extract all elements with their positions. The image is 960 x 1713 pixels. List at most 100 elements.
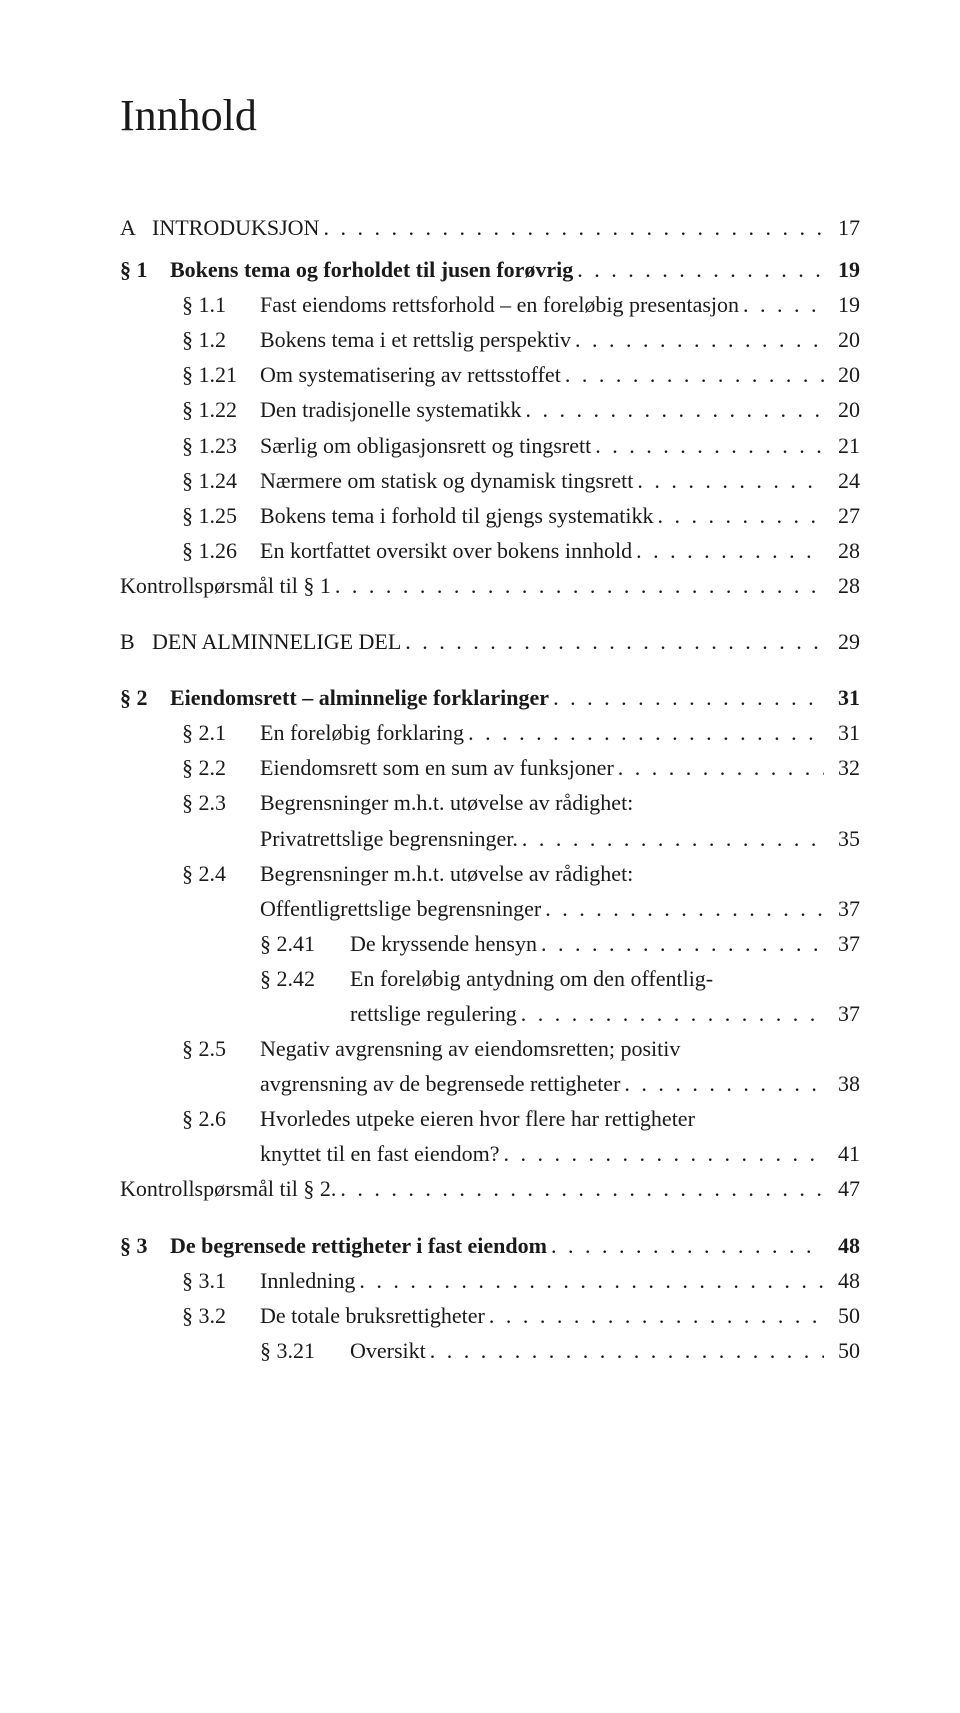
entry-label: Eiendomsrett som en sum av funksjoner <box>260 751 614 785</box>
page-title: Innhold <box>120 90 860 141</box>
entry-label: En foreløbig antydning om den offentlig- <box>350 962 713 996</box>
toc-entry-line2: knyttet til en fast eiendom?. . . . . . … <box>182 1137 860 1171</box>
entry-label: De begrensede rettigheter i fast eiendom <box>170 1229 547 1263</box>
entry-dots: . . . . . . . . . . . . . . . . . . . . … <box>573 253 824 287</box>
entry-page: 35 <box>824 822 860 856</box>
entry-label: Kontrollspørsmål til § 1 <box>120 569 331 603</box>
toc-entry: § 2.6Hvorledes utpeke eieren hvor flere … <box>120 1102 860 1171</box>
toc-entry: § 2.2Eiendomsrett som en sum av funksjon… <box>120 751 860 785</box>
entry-number: § 3.21 <box>260 1334 350 1368</box>
entry-dots: . . . . . . . . . . . . . . . . . . . . … <box>654 499 824 533</box>
toc-entry-line1: § 2.3Begrensninger m.h.t. utøvelse av rå… <box>182 786 860 820</box>
entry-page: 20 <box>824 393 860 427</box>
toc-entry: § 1.21Om systematisering av rettsstoffet… <box>120 358 860 392</box>
entry-dots: . . . . . . . . . . . . . . . . . . . . … <box>485 1299 824 1333</box>
toc-entry-line2: Offentligrettslige begrensninger. . . . … <box>182 892 860 926</box>
entry-number: § 3 <box>120 1229 170 1263</box>
entry-label: Begrensninger m.h.t. utøvelse av rådighe… <box>260 857 633 891</box>
entry-label: En kortfattet oversikt over bokens innho… <box>260 534 632 568</box>
entry-label: De kryssende hensyn <box>350 927 537 961</box>
entry-page: 20 <box>824 358 860 392</box>
toc-entry: Kontrollspørsmål til § 2.. . . . . . . .… <box>120 1172 860 1206</box>
toc-entry: § 3De begrensede rettigheter i fast eien… <box>120 1229 860 1263</box>
entry-number: § 1.2 <box>182 323 260 357</box>
entry-page: 37 <box>824 892 860 926</box>
entry-page: 31 <box>824 681 860 715</box>
toc-entry: § 3.21Oversikt. . . . . . . . . . . . . … <box>120 1334 860 1368</box>
entry-dots: . . . . . . . . . . . . . . . . . . . . … <box>620 1067 824 1101</box>
entry-number: A <box>120 211 152 245</box>
entry-dots: . . . . . . . . . . . . . . . . . . . . … <box>331 569 824 603</box>
entry-label: Bokens tema og forholdet til jusen forøv… <box>170 253 573 287</box>
spacer <box>120 246 860 252</box>
entry-page: 20 <box>824 323 860 357</box>
entry-dots: . . . . . . . . . . . . . . . . . . . . … <box>561 358 824 392</box>
entry-label: Den tradisjonelle systematikk <box>260 393 522 427</box>
entry-number: § 1.26 <box>182 534 260 568</box>
entry-number: § 2.2 <box>182 751 260 785</box>
entry-page: 50 <box>824 1299 860 1333</box>
toc-entry-line1: § 2.6Hvorledes utpeke eieren hvor flere … <box>182 1102 860 1136</box>
entry-label: Begrensninger m.h.t. utøvelse av rådighe… <box>260 786 633 820</box>
entry-dots: . . . . . . . . . . . . . . . . . . . . … <box>500 1137 825 1171</box>
entry-number: § 3.2 <box>182 1299 260 1333</box>
entry-label: Negativ avgrensning av eiendomsretten; p… <box>260 1032 680 1066</box>
toc-entry-line1: § 2.4Begrensninger m.h.t. utøvelse av rå… <box>182 857 860 891</box>
entry-dots: . . . . . . . . . . . . . . . . . . . . … <box>547 1229 824 1263</box>
entry-label: DEN ALMINNELIGE DEL <box>152 625 401 659</box>
entry-number: § 1.24 <box>182 464 260 498</box>
entry-dots: . . . . . . . . . . . . . . . . . . . . … <box>518 822 824 856</box>
entry-dots: . . . . . . . . . . . . . . . . . . . . … <box>633 464 824 498</box>
entry-dots: . . . . . . . . . . . . . . . . . . . . … <box>401 625 824 659</box>
toc-entry: § 2.4Begrensninger m.h.t. utøvelse av rå… <box>120 857 860 926</box>
entry-dots: . . . . . . . . . . . . . . . . . . . . … <box>591 429 824 463</box>
table-of-contents: AINTRODUKSJON . . . . . . . . . . . . . .… <box>120 211 860 1368</box>
entry-number: § 1.25 <box>182 499 260 533</box>
entry-page: 21 <box>824 429 860 463</box>
entry-page: 27 <box>824 499 860 533</box>
entry-page: 48 <box>824 1264 860 1298</box>
entry-number: § 2.4 <box>182 857 260 891</box>
entry-label: Kontrollspørsmål til § 2. <box>120 1172 336 1206</box>
toc-entry: § 1.22Den tradisjonelle systematikk. . .… <box>120 393 860 427</box>
entry-page: 29 <box>824 625 860 659</box>
toc-entry: § 2Eiendomsrett – alminnelige forklaring… <box>120 681 860 715</box>
entry-number: § 2.1 <box>182 716 260 750</box>
page-container: Innhold AINTRODUKSJON . . . . . . . . . .… <box>0 0 960 1713</box>
entry-page: 28 <box>824 534 860 568</box>
entry-dots: . . . . . . . . . . . . . . . . . . . . … <box>632 534 824 568</box>
entry-number: § 2.42 <box>260 962 350 996</box>
entry-label: Eiendomsrett – alminnelige forklaringer <box>170 681 549 715</box>
entry-label: Nærmere om statisk og dynamisk tingsrett <box>260 464 633 498</box>
entry-label: Om systematisering av rettsstoffet <box>260 358 561 392</box>
toc-entry: § 1Bokens tema og forholdet til jusen fo… <box>120 253 860 287</box>
entry-dots: . . . . . . . . . . . . . . . . . . . . … <box>522 393 825 427</box>
entry-number: § 1 <box>120 253 170 287</box>
entry-label: Særlig om obligasjonsrett og tingsrett <box>260 429 591 463</box>
spacer <box>120 604 860 624</box>
entry-dots: . . . . . . . . . . . . . . . . . . . . … <box>426 1334 824 1368</box>
entry-label: Innledning <box>260 1264 355 1298</box>
entry-page: 50 <box>824 1334 860 1368</box>
toc-entry: § 1.26En kortfattet oversikt over bokens… <box>120 534 860 568</box>
toc-entry: Kontrollspørsmål til § 1. . . . . . . . … <box>120 569 860 603</box>
entry-page: 37 <box>824 927 860 961</box>
entry-dots: . . . . . . . . . . . . . . . . . . . . … <box>739 288 824 322</box>
entry-label-cont: avgrensning av de begrensede rettigheter <box>260 1067 620 1101</box>
toc-entry: § 3.2De totale bruksrettigheter. . . . .… <box>120 1299 860 1333</box>
entry-page: 38 <box>824 1067 860 1101</box>
toc-entry: § 1.2Bokens tema i et rettslig perspekti… <box>120 323 860 357</box>
entry-label: Bokens tema i forhold til gjengs systema… <box>260 499 654 533</box>
entry-label-cont: Offentligrettslige begrensninger <box>260 892 541 926</box>
toc-entry: § 2.41De kryssende hensyn. . . . . . . .… <box>120 927 860 961</box>
entry-number: § 2.6 <box>182 1102 260 1136</box>
entry-number: § 3.1 <box>182 1264 260 1298</box>
toc-entry: BDEN ALMINNELIGE DEL. . . . . . . . . . … <box>120 625 860 659</box>
entry-number: § 1.21 <box>182 358 260 392</box>
spacer <box>120 660 860 680</box>
toc-entry: AINTRODUKSJON. . . . . . . . . . . . . .… <box>120 211 860 245</box>
entry-page: 37 <box>824 997 860 1031</box>
entry-page: 19 <box>824 288 860 322</box>
toc-entry: § 2.1En foreløbig forklaring. . . . . . … <box>120 716 860 750</box>
entry-label: INTRODUKSJON <box>152 211 319 245</box>
